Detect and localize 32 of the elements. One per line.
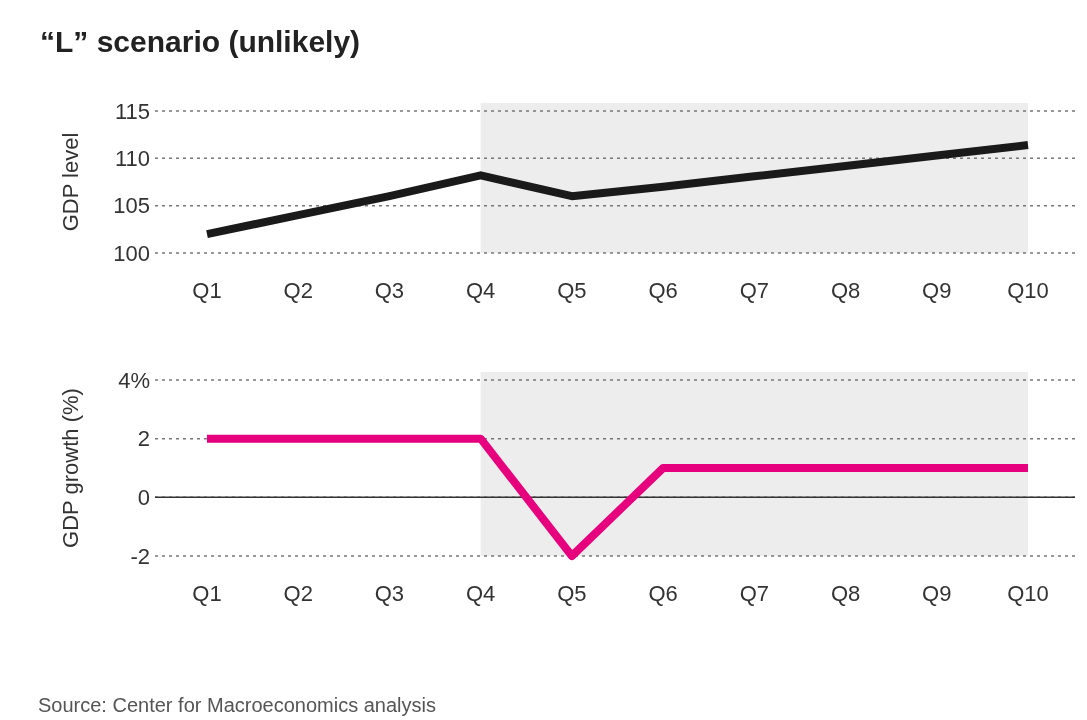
y-tick-label: -2 [130,543,150,569]
x-tick-label: Q8 [830,581,861,606]
x-tick-label: Q6 [648,278,678,303]
y-tick-label: 110 [114,146,150,172]
x-tick-label: Q3 [374,581,405,606]
x-tick-label: Q8 [830,278,861,303]
y-axis-title: GDP growth (%) [58,388,83,548]
x-tick-label: Q9 [922,581,952,606]
x-tick-label: Q4 [465,581,496,606]
x-tick-label: Q3 [374,278,405,303]
x-tick-label: Q4 [465,278,496,303]
x-tick-label: Q1 [192,278,222,303]
x-tick-label: Q7 [739,581,770,606]
y-tick-label: 115 [114,98,150,124]
x-tick-label: Q2 [283,278,313,303]
x-tick-label: Q1 [192,581,222,606]
x-tick-label: Q6 [648,581,678,606]
x-tick-label: Q10 [1007,278,1049,303]
y-tick-label: 2 [137,426,150,452]
x-tick-label: Q7 [739,278,770,303]
chart-title: “L” scenario (unlikely) [40,25,361,58]
source-note: Source: Center for Macroeconomics analysis [38,694,436,716]
y-tick-label: 4% [118,367,150,393]
x-tick-label: Q9 [922,278,952,303]
y-tick-label: 105 [113,193,150,219]
x-tick-label: Q10 [1007,581,1049,606]
x-tick-label: Q5 [557,278,587,303]
y-tick-label: 0 [137,485,150,511]
y-tick-label: 100 [113,240,150,266]
x-tick-label: Q2 [283,581,313,606]
x-tick-label: Q5 [557,581,587,606]
y-axis-title: GDP level [58,132,83,232]
